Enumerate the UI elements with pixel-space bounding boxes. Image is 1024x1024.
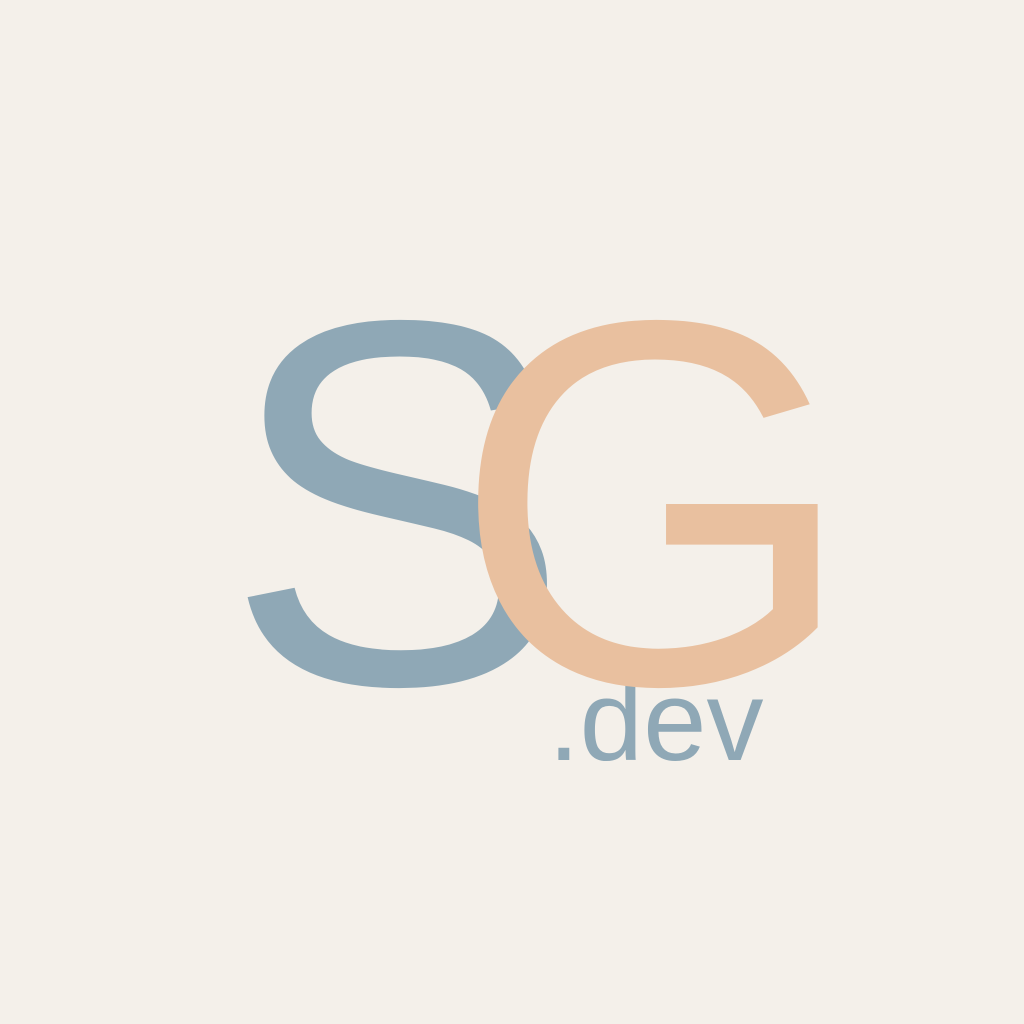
domain-suffix: .dev	[548, 658, 764, 785]
logo-letter-g: G	[452, 213, 857, 794]
logo-letter-s: S	[224, 213, 571, 794]
